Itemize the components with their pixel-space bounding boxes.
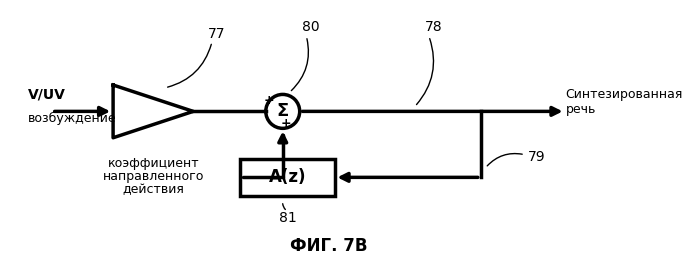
Text: V/UV: V/UV — [29, 87, 66, 101]
Text: направленного: направленного — [103, 170, 205, 183]
Text: возбуждение: возбуждение — [29, 112, 117, 125]
Text: 79: 79 — [528, 150, 545, 164]
FancyBboxPatch shape — [240, 158, 334, 196]
Text: A(z): A(z) — [269, 168, 306, 186]
Text: +: + — [263, 94, 274, 107]
Text: коэффициент: коэффициент — [107, 157, 200, 170]
Text: действия: действия — [123, 183, 184, 196]
Text: ФИГ. 7B: ФИГ. 7B — [290, 237, 368, 255]
Text: Σ: Σ — [276, 102, 289, 120]
Text: 81: 81 — [279, 211, 297, 225]
Text: 77: 77 — [208, 27, 225, 41]
Text: Синтезированная
речь: Синтезированная речь — [565, 88, 683, 116]
Text: 80: 80 — [302, 20, 320, 34]
Text: +: + — [281, 117, 291, 130]
Text: 78: 78 — [424, 20, 443, 34]
